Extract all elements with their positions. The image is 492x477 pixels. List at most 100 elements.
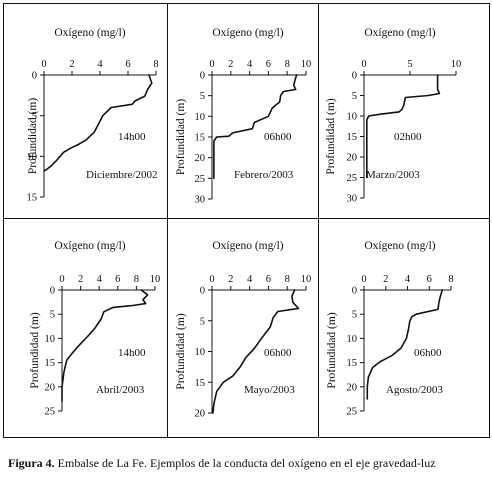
y-tick-label: 5 (32, 111, 37, 122)
time-annotation: 06h00 (264, 131, 292, 143)
y-tick-label: 10 (27, 152, 38, 163)
caption-label: Figura 4. (8, 456, 55, 470)
x-tick-label: 8 (285, 59, 290, 70)
y-axis-title: Profundidad (m) (175, 313, 187, 390)
y-tick-label: 5 (200, 316, 205, 327)
x-tick-label: 2 (228, 59, 233, 70)
y-tick-label: 10 (347, 334, 358, 345)
date-annotation: Febrero/2003 (234, 169, 294, 181)
y-tick-label: 20 (347, 382, 358, 393)
oxygen-profile-line (366, 289, 444, 400)
y-tick-label: 5 (352, 310, 357, 321)
y-tick-label: 20 (347, 153, 358, 164)
x-tick-label: 10 (301, 59, 312, 70)
x-tick-label: 0 (361, 59, 366, 70)
x-tick-label: 0 (209, 274, 214, 285)
time-annotation: 14h00 (118, 347, 146, 359)
oxygen-profile-line (212, 289, 300, 414)
x-tick-label: 2 (69, 59, 74, 70)
y-axis-title: Profundidad (m) (175, 99, 187, 176)
y-tick-label: 25 (195, 174, 206, 185)
x-axis-title: Oxígeno (mg/l) (54, 240, 125, 252)
chart-panel-4: 0 2 4 6 8 10 0 5 10 15 20 25 Oxígeno (mg/l) Profundid… (29, 240, 160, 418)
date-annotation: Mayo/2003 (244, 384, 295, 396)
time-annotation: 14h00 (118, 131, 146, 143)
figure-caption: Figura 4. Embalse de La Fe. Ejemplos de … (8, 456, 488, 471)
x-tick-label: 6 (266, 274, 271, 285)
y-tick-label: 25 (347, 407, 358, 418)
y-tick-label: 20 (195, 153, 206, 164)
date-annotation: Agosto/2003 (386, 384, 443, 396)
time-annotation: 02h00 (394, 131, 422, 143)
x-tick-label: 4 (247, 274, 253, 285)
x-tick-label: 4 (405, 274, 411, 285)
y-tick-label: 15 (195, 378, 206, 389)
x-tick-label: 2 (383, 274, 388, 285)
oxygen-profile-line (365, 74, 441, 179)
y-tick-label: 15 (347, 132, 358, 143)
x-tick-label: 8 (285, 274, 290, 285)
x-tick-label: 0 (59, 274, 64, 285)
x-tick-label: 6 (427, 274, 432, 285)
caption-text: Embalse de La Fe. Ejemplos de la conduct… (54, 456, 436, 470)
x-tick-label: 8 (134, 274, 139, 285)
y-tick-label: 30 (347, 194, 358, 205)
y-tick-label: 0 (200, 71, 205, 82)
oxygen-profile-line (213, 74, 298, 180)
y-tick-label: 5 (50, 310, 55, 321)
x-tick-label: 0 (361, 274, 366, 285)
time-annotation: 06h00 (414, 347, 442, 359)
y-axis-title: Profundidad (m) (27, 98, 39, 175)
y-tick-label: 10 (195, 347, 206, 358)
oxygen-profile-line (61, 289, 149, 403)
date-annotation: Diciembre/2002 (86, 169, 157, 181)
chart-panel-1: 0 2 4 6 8 0 5 10 15 Oxígeno (mg/l) Profundidad (m)… (27, 27, 159, 204)
x-tick-label: 0 (209, 59, 214, 70)
x-tick-label: 10 (150, 274, 161, 285)
x-tick-label: 4 (247, 59, 253, 70)
x-tick-label: 6 (115, 274, 120, 285)
y-tick-label: 0 (352, 286, 357, 297)
y-tick-label: 10 (347, 112, 358, 123)
date-annotation: Marzo/2003 (366, 169, 420, 181)
y-tick-label: 0 (32, 71, 37, 82)
y-axis-title: Profundidad (m) (325, 98, 337, 175)
y-tick-label: 15 (195, 133, 206, 144)
y-tick-label: 25 (45, 407, 56, 418)
y-tick-label: 15 (27, 193, 38, 204)
y-tick-label: 5 (352, 91, 357, 102)
x-tick-label: 5 (407, 59, 412, 70)
y-axis-title: Profundidad (m) (29, 312, 41, 389)
y-tick-label: 15 (347, 358, 358, 369)
x-tick-label: 8 (153, 59, 158, 70)
y-tick-label: 20 (195, 409, 206, 420)
x-axis-title: Oxígeno (mg/l) (212, 27, 283, 39)
x-tick-label: 10 (451, 59, 462, 70)
frame-outer (3, 3, 490, 438)
y-tick-label: 0 (200, 286, 205, 297)
x-tick-label: 8 (448, 274, 453, 285)
y-tick-label: 15 (45, 358, 56, 369)
y-tick-label: 30 (195, 195, 206, 206)
chart-panel-3: 0 5 10 0 5 10 15 20 25 30 Oxígeno (mg/l) Profundida… (325, 27, 461, 205)
oxygen-profile-line (43, 74, 153, 172)
x-tick-label: 4 (97, 274, 103, 285)
x-tick-label: 4 (97, 59, 103, 70)
x-tick-label: 2 (228, 274, 233, 285)
y-tick-label: 10 (45, 334, 56, 345)
y-axis-title: Profundidad (m) (326, 312, 338, 389)
x-tick-label: 6 (125, 59, 130, 70)
y-tick-label: 20 (45, 382, 56, 393)
y-tick-label: 0 (50, 286, 55, 297)
chart-panel-5: 0 2 4 6 8 10 0 5 10 15 20 Oxígeno (mg/l) Profundidad… (175, 240, 311, 420)
panel-frame (3, 3, 490, 438)
x-axis-title: Oxígeno (mg/l) (54, 27, 125, 39)
date-annotation: Abril/2003 (96, 384, 145, 396)
time-annotation: 06h00 (264, 347, 292, 359)
chart-panel-2: 0 2 4 6 8 10 0 5 10 15 20 25 30 Oxígeno (mg/l) Profund… (175, 27, 311, 206)
y-tick-label: 25 (347, 173, 358, 184)
x-axis-title: Oxígeno (mg/l) (364, 240, 435, 252)
y-tick-label: 0 (352, 71, 357, 82)
x-tick-label: 0 (41, 59, 46, 70)
